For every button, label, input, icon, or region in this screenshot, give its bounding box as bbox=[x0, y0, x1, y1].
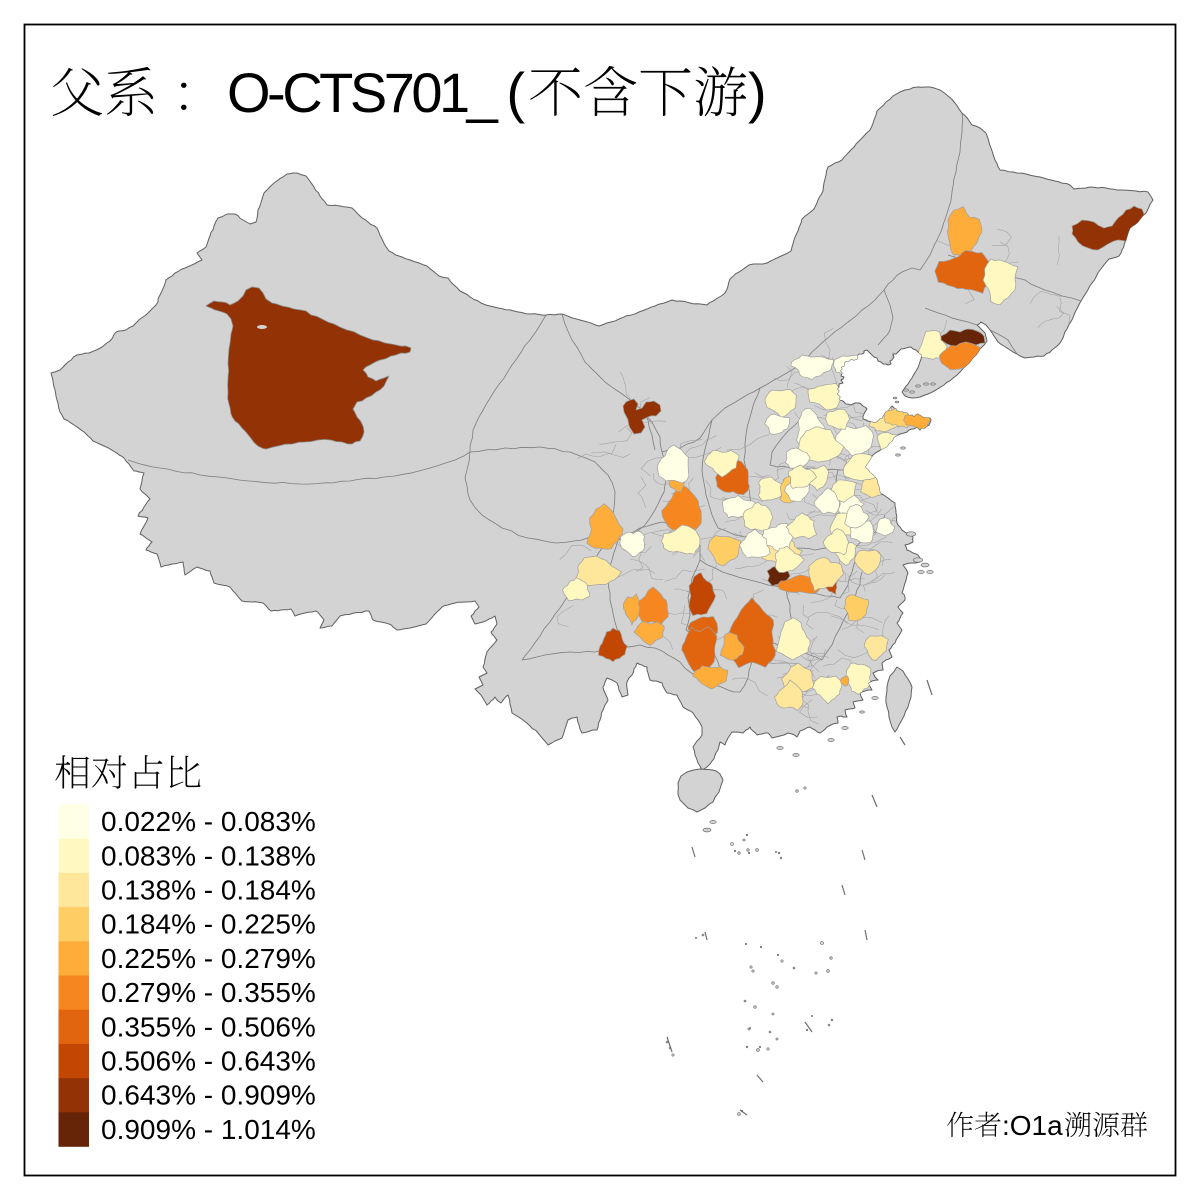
svg-text:0.225% - 0.279%: 0.225% - 0.279% bbox=[101, 943, 316, 974]
svg-text::O1a: :O1a bbox=[1002, 1110, 1063, 1141]
svg-text:0.506% - 0.643%: 0.506% - 0.643% bbox=[101, 1046, 316, 1077]
svg-text:0.643% - 0.909%: 0.643% - 0.909% bbox=[101, 1080, 316, 1111]
svg-text:0.083% - 0.138%: 0.083% - 0.138% bbox=[101, 840, 316, 871]
svg-text:0.138% - 0.184%: 0.138% - 0.184% bbox=[101, 875, 316, 906]
svg-text:0.279% - 0.355%: 0.279% - 0.355% bbox=[101, 977, 316, 1008]
svg-text:0.022% - 0.083%: 0.022% - 0.083% bbox=[101, 806, 316, 837]
svg-text:): ) bbox=[748, 61, 767, 124]
svg-text:0.909% - 1.014%: 0.909% - 1.014% bbox=[101, 1114, 316, 1145]
svg-text:O-CTS701_ (: O-CTS701_ ( bbox=[227, 61, 525, 124]
svg-text:0.355% - 0.506%: 0.355% - 0.506% bbox=[101, 1011, 316, 1042]
svg-text:0.184% - 0.225%: 0.184% - 0.225% bbox=[101, 909, 316, 940]
